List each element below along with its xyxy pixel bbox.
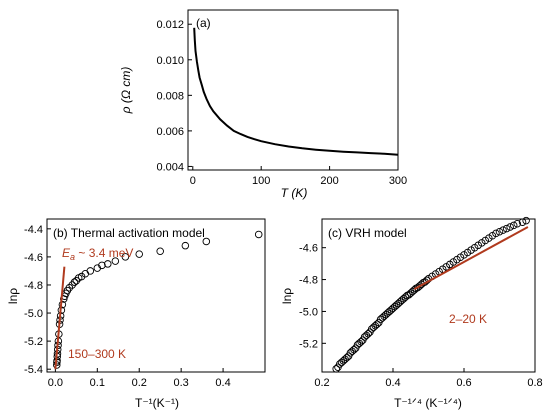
panel-b-xtick-label-0: 0.0 bbox=[48, 377, 63, 389]
panel-c-data-point bbox=[513, 220, 522, 228]
svg-text:Ea ~ 3.4 meV: Ea ~ 3.4 meV bbox=[62, 246, 133, 262]
panel-b-plot-frame bbox=[46, 218, 266, 373]
panel-b-data-point bbox=[181, 241, 190, 250]
panel-c-data-point bbox=[518, 218, 527, 226]
panel-a-resistivity-curve bbox=[193, 27, 399, 156]
panel-c-data-point bbox=[357, 337, 365, 346]
panel-b-data-point bbox=[98, 261, 106, 270]
panel-b-data-point bbox=[156, 247, 164, 256]
panel-b-ytick-label-2: -5.0 bbox=[24, 308, 43, 320]
panel-a-xtick-label-1: 100 bbox=[252, 175, 270, 187]
panel-c-data-point bbox=[522, 216, 530, 225]
panel-b-data-point bbox=[121, 253, 130, 261]
panel-b-data-point bbox=[77, 272, 86, 281]
panel-a-xtick-label-0: 0 bbox=[190, 175, 196, 187]
panel-b-data-point bbox=[135, 250, 143, 258]
panel-a-xtick-label-2: 200 bbox=[320, 175, 338, 187]
panel-c-xtick-label-0: 0.2 bbox=[314, 377, 329, 389]
panel-c-data-point bbox=[373, 320, 381, 328]
panel-c-data-point bbox=[509, 221, 518, 230]
panel-c-vrh-model: 0.2 0.4 0.6 0.8 -5.2 -5.0 -4.8 -4.6 (c) VRH mod… bbox=[280, 216, 543, 410]
panel-c-plot-frame bbox=[321, 218, 536, 373]
panel-b-marks: 0.0 0.1 0.2 0.3 0.4 -5.4 -5.2 -5.0 -4.8 -4.6 -4.4 bbox=[24, 224, 263, 389]
panel-c-data-point bbox=[506, 223, 514, 231]
panel-c-data-point bbox=[332, 365, 340, 373]
panel-a-ytick-label-1: 0.006 bbox=[156, 126, 184, 138]
panel-b-data-point bbox=[254, 230, 263, 239]
panel-a-xtick-label-3: 300 bbox=[389, 175, 407, 187]
panel-c-data-point bbox=[499, 226, 507, 234]
panel-b-xtick-label-1: 0.1 bbox=[90, 377, 105, 389]
panel-b-data-point bbox=[58, 300, 67, 309]
panel-c-ylabel: lnρ bbox=[280, 288, 294, 304]
panel-c-data-point bbox=[495, 227, 504, 236]
panel-a-plot-frame bbox=[187, 9, 399, 171]
panel-b-data-point bbox=[86, 267, 95, 275]
panel-b-data-point bbox=[202, 237, 211, 246]
panel-b-ytick-label-4: -4.6 bbox=[24, 252, 43, 264]
panel-c-xtick-label-3: 0.8 bbox=[527, 377, 542, 389]
panel-b-data-point bbox=[70, 278, 79, 286]
activation-energy-symbol: E bbox=[62, 246, 71, 260]
panel-b-ytick-label-5: -4.4 bbox=[24, 224, 43, 236]
panel-c-xtick-label-1: 0.4 bbox=[385, 377, 400, 389]
panel-b-xtick-label-4: 0.4 bbox=[215, 377, 230, 389]
panel-b-ytick-label-0: -5.4 bbox=[24, 364, 43, 376]
panel-b-xtick-label-3: 0.3 bbox=[174, 377, 189, 389]
panel-b-xtick-label-2: 0.2 bbox=[132, 377, 147, 389]
panel-c-ytick-label-2: -4.8 bbox=[299, 275, 318, 287]
panel-b-data-point bbox=[104, 260, 112, 268]
panel-a-ytick-label-0: 0.004 bbox=[156, 161, 184, 173]
panel-c-ytick-label-1: -5.0 bbox=[299, 306, 318, 318]
panel-c-xlabel: T⁻¹ᐟ⁴ (K⁻¹ᐟ⁴) bbox=[394, 396, 462, 410]
panel-c-ytick-label-3: -4.6 bbox=[299, 243, 318, 255]
panel-b-annotation-temperature-range: 150–300 K bbox=[68, 347, 126, 361]
panel-c-data-point bbox=[364, 330, 372, 338]
panel-c-marks: 0.2 0.4 0.6 0.8 -5.2 -5.0 -4.8 -4.6 bbox=[299, 216, 543, 389]
panel-c-data-point bbox=[350, 345, 358, 354]
panel-c-data-point bbox=[502, 224, 511, 233]
activation-energy-subscript: a bbox=[70, 252, 75, 262]
panel-c-ytick-label-0: -5.2 bbox=[299, 338, 318, 350]
panel-b-label: (b) Thermal activation model bbox=[53, 226, 205, 240]
panel-b-data-point bbox=[111, 257, 120, 265]
panel-c-data-point bbox=[343, 353, 351, 362]
panel-c-annotation-temperature-range: 2–20 K bbox=[449, 312, 487, 326]
panel-b-ylabel: lnρ bbox=[6, 288, 20, 304]
panel-a-ytick-label-3: 0.010 bbox=[156, 55, 184, 67]
panel-c-fit-line bbox=[413, 226, 529, 291]
panel-a-xlabel: T (K) bbox=[281, 186, 308, 200]
panel-c-data-point bbox=[492, 229, 500, 238]
panel-c-xtick-label-2: 0.6 bbox=[456, 377, 471, 389]
panel-a-ytick-label-2: 0.008 bbox=[156, 90, 184, 102]
activation-energy-value: ~ 3.4 meV bbox=[75, 246, 133, 260]
panel-b-ytick-label-1: -5.2 bbox=[24, 336, 43, 348]
panel-b-fit-line bbox=[54, 266, 66, 370]
panel-a-ytick-label-4: 0.012 bbox=[156, 19, 184, 31]
panel-a-ylabel: ρ (Ω cm) bbox=[119, 67, 133, 115]
panel-b-annotation-activation-energy: Ea ~ 3.4 meV bbox=[62, 246, 133, 262]
panel-c-label: (c) VRH model bbox=[328, 226, 407, 240]
panel-b-ytick-label-3: -4.8 bbox=[24, 280, 43, 292]
panel-b-data-point bbox=[65, 284, 74, 292]
panel-b-thermal-activation: 0.0 0.1 0.2 0.3 0.4-5.4-5.2-5.0-4.8-4.6-4.4 … bbox=[6, 218, 266, 410]
panel-a-label: (a) bbox=[196, 16, 211, 30]
panel-b-xlabel: T⁻¹(K⁻¹) bbox=[135, 396, 179, 410]
panel-a-marks: 0 100 200 300 0.004 0.006 0.008 0.010 0.012 bbox=[156, 19, 407, 187]
